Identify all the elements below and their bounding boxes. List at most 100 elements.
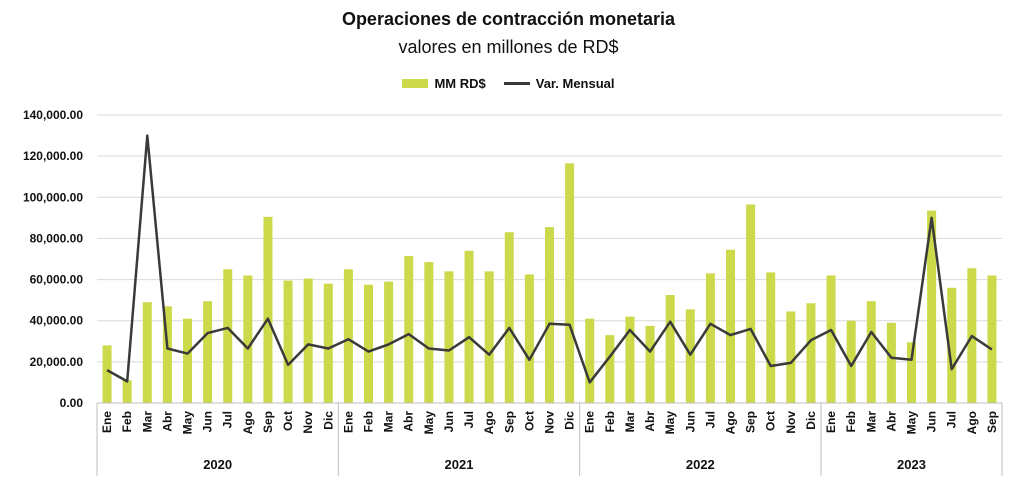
bar [102, 345, 112, 403]
bar [665, 295, 675, 403]
x-tick-label: Ene [100, 411, 114, 433]
bar [364, 284, 373, 403]
legend-swatch-line [503, 82, 530, 85]
bar [323, 283, 333, 403]
x-tick-label: Feb [844, 411, 858, 432]
bar [766, 272, 776, 403]
bar [484, 271, 494, 403]
y-tick-label: 0.00 [60, 396, 84, 410]
legend-swatch-bars [402, 79, 429, 88]
bar [565, 163, 575, 403]
bar [524, 274, 534, 403]
bar [283, 280, 293, 403]
x-tick-label: Dic [804, 411, 818, 430]
x-tick-label: Dic [563, 411, 577, 430]
bar [746, 204, 756, 403]
x-tick-label: Sep [744, 411, 758, 433]
bar [122, 380, 132, 403]
x-tick-label: Oct [764, 411, 778, 431]
bar [142, 302, 152, 403]
x-tick-label: Abr [160, 411, 174, 432]
bar [343, 269, 353, 403]
bar [605, 335, 615, 403]
bar [303, 278, 313, 403]
y-tick-label: 100,000.00 [23, 190, 83, 204]
x-tick-label: Jun [201, 411, 215, 432]
x-tick-label: Oct [522, 411, 536, 431]
y-tick-label: 40,000.00 [30, 314, 84, 328]
x-tick-label: Abr [884, 411, 898, 432]
x-tick-label: Sep [985, 411, 999, 433]
series-line [106, 134, 993, 384]
bar [203, 301, 213, 403]
x-tick-label: Abr [643, 411, 657, 432]
x-tick-label: Sep [261, 411, 275, 433]
year-label: 2023 [897, 457, 926, 472]
x-tick-label: Nov [543, 411, 557, 434]
bar [424, 262, 434, 403]
x-tick-label: Mar [623, 411, 637, 433]
legend-item-line: Var. Mensual [503, 76, 615, 91]
bar [263, 216, 273, 403]
y-tick-label: 60,000.00 [30, 273, 84, 287]
x-tick-label: Jun [442, 411, 456, 432]
bar [806, 303, 816, 403]
x-tick-label: Jun [925, 411, 939, 432]
year-label: 2021 [445, 457, 474, 472]
x-tick-label: May [181, 411, 195, 435]
x-tick-label: Ago [965, 411, 979, 434]
bar [464, 250, 474, 403]
x-tick-label: Nov [301, 411, 315, 434]
bar [726, 249, 735, 403]
bar [947, 287, 957, 403]
x-tick-label: Mar [864, 411, 878, 433]
bar [645, 325, 655, 403]
x-tick-label: Jul [462, 411, 476, 428]
x-tick-label: Ene [583, 411, 597, 433]
y-tick-label: 20,000.00 [30, 355, 84, 369]
bar [545, 227, 554, 403]
chart-legend: MM RD$ Var. Mensual [0, 76, 1017, 91]
bar [786, 311, 796, 403]
x-tick-label: Mar [140, 411, 154, 433]
bar [223, 269, 233, 403]
y-tick-label: 80,000.00 [30, 231, 84, 245]
x-tick-label: Feb [120, 411, 134, 432]
bar [585, 318, 595, 403]
x-tick-label: Abr [402, 411, 416, 432]
bar [826, 275, 836, 403]
bar [444, 271, 454, 403]
bar [705, 273, 715, 403]
chart-subtitle: valores en millones de RD$ [398, 37, 619, 57]
year-label: 2022 [686, 457, 715, 472]
x-tick-label: Ene [341, 411, 355, 433]
x-tick-label: Ene [824, 411, 838, 433]
x-tick-label: Ago [724, 411, 738, 434]
x-tick-label: May [663, 411, 677, 435]
bar [504, 232, 514, 403]
x-tick-label: Dic [321, 411, 335, 430]
x-tick-label: Mar [382, 411, 396, 433]
x-tick-label: Jul [703, 411, 717, 428]
x-tick-label: Jul [221, 411, 235, 428]
bar [927, 210, 937, 403]
bar [162, 306, 172, 403]
x-tick-label: Sep [502, 411, 516, 433]
x-tick-label: May [422, 411, 436, 435]
bar [183, 318, 192, 403]
legend-label-bars: MM RD$ [434, 76, 486, 91]
x-tick-label: May [905, 411, 919, 435]
bar [685, 309, 695, 403]
y-tick-label: 120,000.00 [23, 149, 83, 163]
bar [846, 320, 856, 403]
bar [907, 342, 916, 403]
x-tick-label: Jun [683, 411, 697, 432]
bar [404, 255, 414, 403]
bar [866, 301, 876, 403]
x-tick-label: Nov [784, 411, 798, 434]
y-tick-label: 140,000.00 [23, 108, 83, 122]
legend-label-line: Var. Mensual [535, 76, 615, 91]
bar [886, 322, 896, 403]
